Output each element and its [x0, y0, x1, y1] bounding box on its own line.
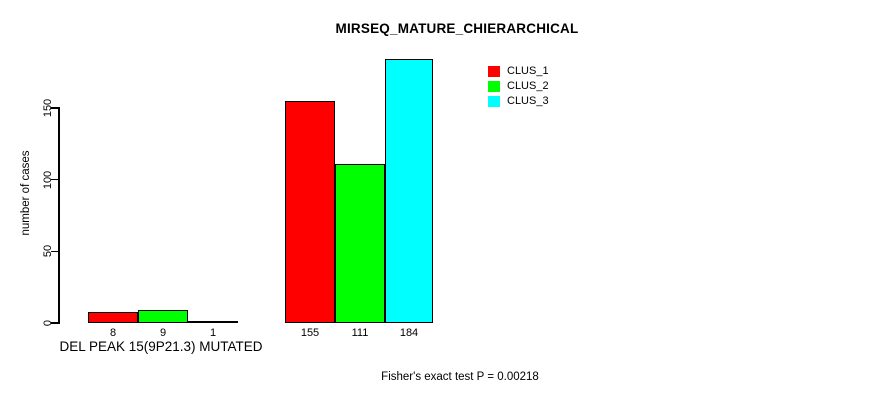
legend-row-clus_3: CLUS_3	[488, 94, 549, 109]
y-tick-label: 0	[42, 319, 54, 327]
bar-value-label: 111	[351, 327, 369, 339]
y-tick	[51, 250, 59, 253]
y-tick-label: 100	[42, 170, 54, 189]
y-axis-label: number of cases	[20, 150, 32, 236]
bar-value-label: 155	[300, 327, 320, 339]
bar-value-label: 9	[159, 327, 167, 339]
y-tick-label: 50	[42, 245, 54, 258]
legend-swatch-icon	[488, 66, 500, 77]
legend-label: CLUS_2	[507, 80, 549, 92]
y-tick	[51, 322, 59, 324]
y-axis-line	[58, 107, 60, 324]
legend-label: CLUS_1	[507, 65, 549, 77]
x-axis-label: DEL PEAK 15(9P21.3) MUTATED	[59, 339, 263, 354]
y-tick	[51, 178, 59, 181]
bar-value-label: 8	[109, 327, 117, 339]
bar-clus_1-group2	[285, 100, 335, 323]
bar-clus_3-group1	[188, 320, 238, 323]
bar-clus_1-group1	[88, 311, 138, 323]
legend-row-clus_1: CLUS_1	[488, 64, 549, 79]
y-tick-label: 150	[42, 98, 54, 118]
legend-label: CLUS_3	[507, 95, 549, 107]
bar-clus_2-group2	[335, 163, 385, 323]
y-tick	[51, 107, 59, 109]
annotation-text: Fisher's exact test P = 0.00218	[381, 371, 539, 383]
legend-swatch-icon	[488, 81, 500, 92]
bar-clus_2-group1	[138, 310, 188, 323]
bar-value-label: 184	[399, 327, 419, 339]
chart-title: MIRSEQ_MATURE_CHIERARCHICAL	[335, 21, 579, 36]
legend-row-clus_2: CLUS_2	[488, 79, 549, 94]
bar-value-label: 1	[209, 327, 217, 339]
legend-swatch-icon	[488, 96, 500, 107]
bar-clus_3-group2	[385, 59, 433, 323]
legend: CLUS_1 CLUS_2 CLUS_3	[488, 64, 549, 109]
